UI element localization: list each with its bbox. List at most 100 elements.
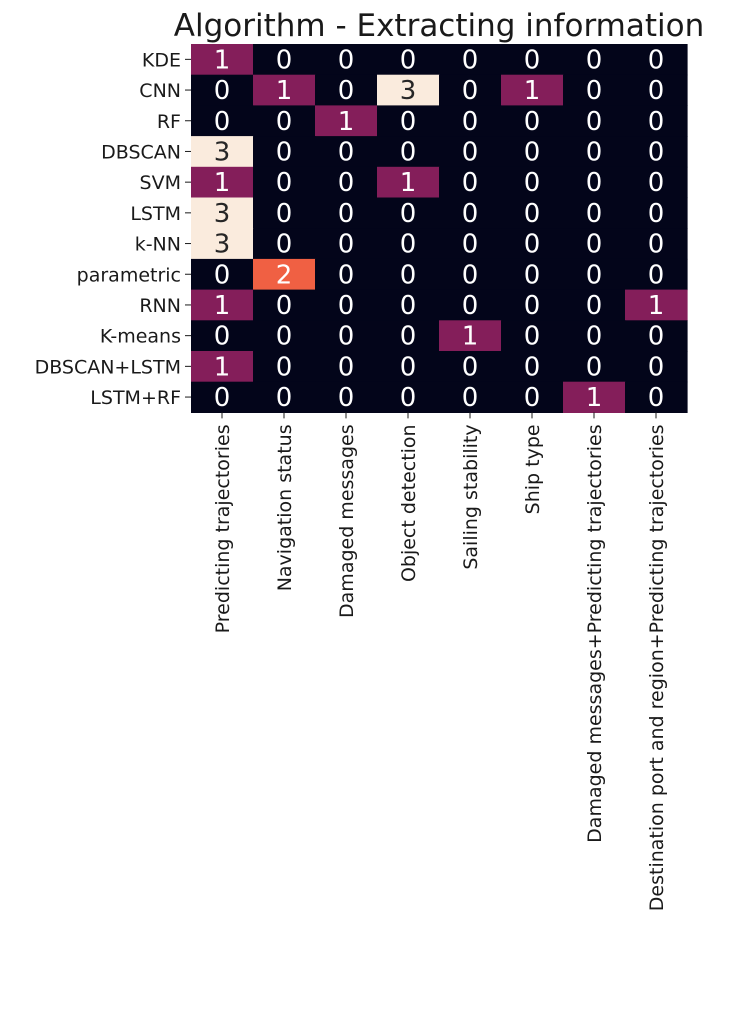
cell-value-label: 0 <box>400 45 417 75</box>
cell-value-label: 0 <box>400 352 417 382</box>
heatmap-cell <box>253 381 316 413</box>
cell-value-label: 0 <box>338 291 355 321</box>
heatmap-cell <box>315 351 378 383</box>
heatmap-cell <box>377 320 440 352</box>
y-tick-label: KDE <box>142 49 181 71</box>
cell-value-label: 0 <box>586 168 603 198</box>
y-tick-label: LSTM <box>130 203 181 225</box>
heatmap-cell <box>253 74 316 106</box>
cell-value-label: 0 <box>400 137 417 167</box>
cell-value-label: 0 <box>338 45 355 75</box>
cell-value-label: 0 <box>214 322 231 352</box>
cell-value-label: 1 <box>214 291 231 321</box>
heatmap-cell <box>563 166 626 199</box>
heatmap-cell <box>501 228 564 260</box>
heatmap-cell <box>501 320 564 352</box>
cell-value-label: 0 <box>338 168 355 198</box>
y-tick-label: RNN <box>139 295 181 317</box>
cell-value-label: 0 <box>400 107 417 137</box>
heatmap-cell <box>191 136 254 168</box>
heatmap-cell <box>191 166 254 199</box>
cell-value-label: 0 <box>648 352 665 382</box>
heatmap-cell <box>501 74 564 106</box>
cell-value-label: 0 <box>586 45 603 75</box>
heatmap-cell <box>315 44 378 76</box>
cell-value-label: 0 <box>524 199 541 229</box>
cell-value-label: 0 <box>524 352 541 382</box>
cell-value-label: 0 <box>648 107 665 137</box>
cell-value-label: 1 <box>276 76 293 106</box>
cell-value-label: 0 <box>338 352 355 382</box>
cell-value-label: 0 <box>400 260 417 290</box>
heatmap-cell <box>563 381 626 413</box>
cell-value-label: 0 <box>276 137 293 167</box>
cell-value-label: 0 <box>462 352 479 382</box>
cell-value-label: 1 <box>586 383 603 413</box>
cell-value-label: 0 <box>586 260 603 290</box>
cell-value-label: 0 <box>462 291 479 321</box>
x-tick-label: Predicting trajectories <box>212 424 234 633</box>
cell-value-label: 0 <box>648 45 665 75</box>
x-axis-ticks: Predicting trajectories Navigation status… <box>212 412 668 911</box>
x-tick-label: Object detection <box>398 424 420 582</box>
heatmap-cell <box>439 105 502 137</box>
heatmap-cell <box>315 197 378 229</box>
heatmap-cell <box>501 381 564 413</box>
cell-value-label: 2 <box>276 260 293 290</box>
cell-value-label: 0 <box>648 168 665 198</box>
cell-value-label: 1 <box>524 76 541 106</box>
heatmap-cell <box>439 351 502 383</box>
cell-value-label: 0 <box>276 322 293 352</box>
heatmap-cell <box>563 320 626 352</box>
heatmap-cell <box>315 381 378 413</box>
y-axis-ticks: KDE CNN RF DBSCAN SVM LSTM k-NN parametric RNN K-… <box>35 49 191 409</box>
cell-value-label: 1 <box>400 168 417 198</box>
heatmap-cell <box>191 289 254 321</box>
cell-value-label: 0 <box>462 107 479 137</box>
heatmap-cell <box>563 197 626 229</box>
x-tick-label: Navigation status <box>274 424 296 591</box>
heatmap-cell <box>625 381 688 413</box>
heatmap-cell <box>439 289 502 321</box>
heatmap-cell <box>377 258 440 291</box>
cell-value-label: 0 <box>586 352 603 382</box>
heatmap-cell <box>315 320 378 352</box>
heatmap-cell <box>563 289 626 321</box>
cell-value-label: 0 <box>524 230 541 260</box>
heatmap-cell <box>315 105 378 137</box>
heatmap-cell <box>253 258 316 291</box>
heatmap-cell <box>563 228 626 260</box>
y-tick-label: K-means <box>100 326 181 348</box>
heatmap-cell <box>377 136 440 168</box>
heatmap-cell <box>191 197 254 229</box>
cell-value-label: 0 <box>586 230 603 260</box>
cell-value-label: 0 <box>462 76 479 106</box>
cell-value-label: 0 <box>648 137 665 167</box>
heatmap-cell <box>625 197 688 229</box>
heatmap-cell <box>377 228 440 260</box>
heatmap-cell <box>253 44 316 76</box>
cell-value-label: 0 <box>276 168 293 198</box>
heatmap-cell <box>439 166 502 199</box>
heatmap-cell <box>191 228 254 260</box>
heatmap-cell <box>377 381 440 413</box>
heatmap-cell <box>315 258 378 291</box>
cell-value-label: 1 <box>648 291 665 321</box>
heatmap-cell <box>253 136 316 168</box>
chart-title: Algorithm - Extracting information <box>174 8 704 44</box>
heatmap-cell <box>439 74 502 106</box>
cell-value-label: 0 <box>338 76 355 106</box>
heatmap-cell <box>253 289 316 321</box>
heatmap-cell <box>439 136 502 168</box>
x-tick-label: Destination port and region+Predicting t… <box>646 424 668 911</box>
heatmap-cell <box>625 105 688 137</box>
cell-value-label: 0 <box>276 199 293 229</box>
cell-value-label: 1 <box>462 322 479 352</box>
heatmap-cell <box>315 228 378 260</box>
heatmap-cell <box>377 197 440 229</box>
cell-value-label: 0 <box>462 137 479 167</box>
cell-value-label: 0 <box>648 230 665 260</box>
cell-value-label: 3 <box>400 76 417 106</box>
y-tick-label: k-NN <box>135 234 181 256</box>
